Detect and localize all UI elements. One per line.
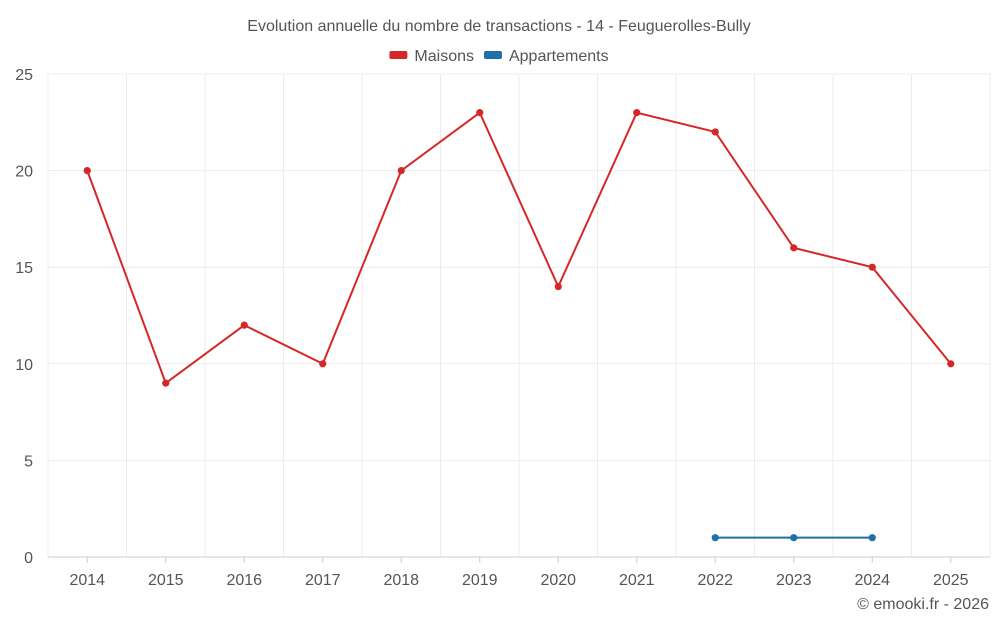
x-tick-label: 2023 <box>776 572 812 589</box>
x-tick-label: 2014 <box>69 572 105 589</box>
legend-label: Maisons <box>414 48 474 65</box>
series-layer <box>83 109 955 542</box>
chart-title: Evolution annuelle du nombre de transact… <box>247 18 750 35</box>
legend-label: Appartements <box>509 48 609 65</box>
data-point[interactable] <box>947 360 955 368</box>
credit-text: © emooki.fr - 2026 <box>857 596 989 613</box>
y-tick-label: 0 <box>24 550 33 567</box>
x-tick-label: 2017 <box>305 572 341 589</box>
x-tick-label: 2015 <box>148 572 184 589</box>
series-maisons <box>83 109 955 387</box>
y-tick-label: 10 <box>15 357 33 374</box>
legend-swatch <box>483 51 502 59</box>
data-point[interactable] <box>790 534 798 542</box>
data-point[interactable] <box>397 167 405 175</box>
data-point[interactable] <box>868 534 876 542</box>
data-point[interactable] <box>711 128 719 136</box>
data-point[interactable] <box>633 109 641 117</box>
legend-item-appartements[interactable]: Appartements <box>483 48 609 65</box>
x-tick-label: 2021 <box>619 572 655 589</box>
data-point[interactable] <box>554 282 562 291</box>
x-tick-label: 2022 <box>697 572 733 589</box>
data-point[interactable] <box>162 379 170 387</box>
series-appartements <box>711 534 876 542</box>
legend: Maisons Appartements <box>389 48 609 65</box>
data-point[interactable] <box>711 534 719 542</box>
data-point[interactable] <box>319 360 327 368</box>
grid <box>47 73 991 557</box>
y-tick-label: 5 <box>24 453 33 470</box>
data-point[interactable] <box>868 263 876 271</box>
y-tick-label: 20 <box>15 164 33 181</box>
x-tick-label: 2025 <box>933 572 969 589</box>
series-line <box>86 111 952 385</box>
legend-swatch <box>389 51 408 59</box>
legend-item-maisons[interactable]: Maisons <box>389 48 474 65</box>
y-tick-label: 25 <box>15 67 33 84</box>
x-tick-label: 2016 <box>226 572 262 589</box>
data-point[interactable] <box>476 109 484 117</box>
x-tick-label: 2019 <box>462 572 498 589</box>
y-tick-label: 15 <box>15 260 33 277</box>
x-tick-label: 2020 <box>540 572 576 589</box>
data-point[interactable] <box>240 321 248 329</box>
data-point[interactable] <box>83 167 91 175</box>
x-tick-label: 2018 <box>383 572 419 589</box>
x-tick-label: 2024 <box>854 572 890 589</box>
data-point[interactable] <box>790 244 798 252</box>
